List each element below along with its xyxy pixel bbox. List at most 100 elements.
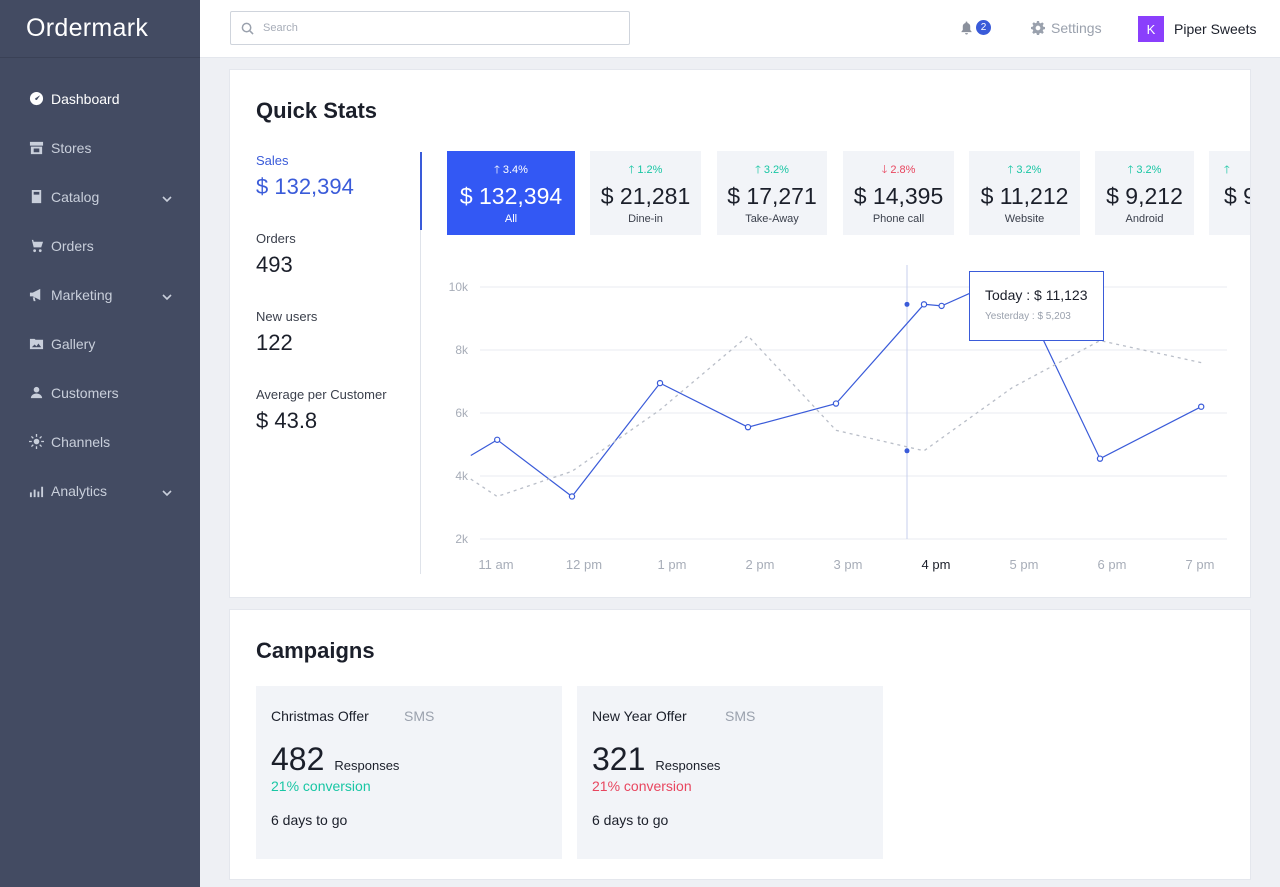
chevron-down-icon: [162, 289, 172, 301]
arrow-up-icon: 🡑: [1224, 164, 1230, 176]
sidebar-item-catalog[interactable]: Catalog: [0, 172, 200, 221]
change-indicator: 🡑 3.2%: [1007, 164, 1042, 176]
y-tick-label: 6k: [455, 406, 469, 420]
responses-count: 321: [592, 741, 646, 777]
sidebar-item-orders[interactable]: Orders: [0, 221, 200, 270]
channel-amount: $ 9,212: [1106, 183, 1183, 209]
sidebar-item-analytics[interactable]: Analytics: [0, 466, 200, 515]
stat-new-users[interactable]: New users 122: [256, 309, 317, 356]
campaign-name: New Year Offer: [592, 708, 687, 724]
quick-stats-title: Quick Stats: [256, 98, 378, 123]
sidebar-item-customers[interactable]: Customers: [0, 368, 200, 417]
sidebar-item-label: Dashboard: [51, 90, 120, 107]
x-tick-label: 2 pm: [746, 557, 775, 572]
campaign-days-left: 6 days to go: [592, 812, 669, 828]
stat-value: $ 132,394: [256, 174, 354, 199]
quick-stats-panel: Quick Stats Sales $ 132,394 Orders 493 N…: [229, 69, 1251, 598]
campaigns-panel: Campaigns Christmas Offer SMS 482 Respon…: [229, 609, 1251, 880]
stat-sales[interactable]: Sales $ 132,394: [256, 153, 354, 200]
channel-name: Take-Away: [745, 213, 799, 225]
channel-card-take-away[interactable]: 🡑 3.2% $ 17,271 Take-Away: [717, 151, 827, 235]
catalog-icon: [28, 189, 44, 205]
arrow-up-icon: 🡑: [628, 164, 638, 176]
chevron-down-icon: [162, 485, 172, 497]
data-point: [656, 379, 664, 387]
channel-card-android[interactable]: 🡑 3.2% $ 9,212 Android: [1095, 151, 1194, 235]
series-line-yesterday: [470, 334, 1202, 498]
data-point: [1198, 403, 1205, 410]
channel-amount: $ 17,271: [727, 183, 817, 209]
channel-amount: $ 9: [1224, 183, 1250, 209]
channel-card-dine-in[interactable]: 🡑 1.2% $ 21,281 Dine-in: [590, 151, 701, 235]
change-indicator: 🡓 2.8%: [881, 164, 916, 176]
data-point: [744, 423, 752, 431]
channel-card-all[interactable]: 🡑 3.4% $ 132,394 All: [447, 151, 575, 235]
customers-icon: [28, 385, 44, 401]
sidebar-item-marketing[interactable]: Marketing: [0, 270, 200, 319]
stat-label: Orders: [256, 231, 296, 246]
sidebar-item-label: Customers: [51, 384, 119, 401]
y-tick-label: 10k: [449, 280, 469, 294]
notifications-button[interactable]: 2: [960, 20, 991, 35]
chart-tooltip: Today : $ 11,123 Yesterday : $ 5,203: [969, 271, 1104, 341]
change-indicator: 🡑 3.2%: [1127, 164, 1162, 176]
arrow-up-icon: 🡑: [755, 164, 764, 176]
x-tick-label: 12 pm: [566, 557, 602, 572]
stat-value: 493: [256, 252, 293, 277]
channel-card-phone-call[interactable]: 🡓 2.8% $ 14,395 Phone call: [843, 151, 954, 235]
x-tick-label: 7 pm: [1186, 557, 1215, 572]
sidebar-item-channels[interactable]: Channels: [0, 417, 200, 466]
stats-divider: [420, 152, 421, 574]
x-tick-label: 3 pm: [834, 557, 863, 572]
store-icon: [28, 140, 44, 156]
channel-amount: $ 11,212: [980, 183, 1069, 209]
channel-amount: $ 14,395: [853, 183, 944, 209]
channel-card-website[interactable]: 🡑 3.2% $ 11,212 Website: [969, 151, 1080, 235]
settings-button[interactable]: Settings: [1031, 20, 1102, 36]
campaign-header: Christmas Offer SMS: [271, 708, 547, 724]
sidebar-item-label: Gallery: [51, 335, 96, 352]
y-tick-label: 4k: [455, 469, 469, 483]
arrow-down-icon: 🡓: [881, 164, 891, 176]
channel-name: Website: [1004, 213, 1045, 225]
x-tick-label: 1 pm: [658, 557, 687, 572]
arrow-up-icon: 🡑: [494, 164, 503, 176]
highlight-point-today: [904, 301, 910, 307]
campaign-responses: 482 Responses: [271, 741, 547, 778]
channel-card-partial[interactable]: 🡑 $ 9: [1209, 151, 1250, 235]
sidebar-nav: Dashboard Stores Catalog Orders Marketin…: [0, 58, 200, 515]
change-indicator: 🡑 3.4%: [494, 164, 528, 176]
campaign-responses: 321 Responses: [592, 741, 868, 778]
campaign-card-new-year-offer[interactable]: New Year Offer SMS 321 Responses 21% con…: [577, 686, 883, 859]
stat-average-per-customer[interactable]: Average per Customer $ 43.8: [256, 387, 387, 434]
highlight-point-yesterday: [904, 448, 910, 454]
arrow-up-icon: 🡑: [1007, 164, 1017, 176]
campaign-type: SMS: [404, 708, 435, 724]
sidebar-item-stores[interactable]: Stores: [0, 123, 200, 172]
sidebar: Ordermark Dashboard Stores Catalog Order…: [0, 0, 200, 887]
logo[interactable]: Ordermark: [0, 0, 200, 58]
gear-icon: [1031, 21, 1045, 35]
stat-value: 122: [256, 330, 293, 355]
campaign-header: New Year Offer SMS: [592, 708, 868, 724]
sidebar-item-label: Orders: [51, 237, 94, 254]
sidebar-item-gallery[interactable]: Gallery: [0, 319, 200, 368]
search-input[interactable]: [263, 22, 603, 34]
change-indicator: 🡑 3.2%: [755, 164, 789, 176]
sidebar-item-label: Stores: [51, 139, 92, 156]
campaigns-title: Campaigns: [256, 638, 375, 663]
campaign-card-christmas-offer[interactable]: Christmas Offer SMS 482 Responses 21% co…: [256, 686, 562, 859]
active-stat-indicator: [420, 152, 422, 230]
search-box[interactable]: [230, 11, 630, 45]
sidebar-item-dashboard[interactable]: Dashboard: [0, 74, 200, 123]
avatar: K: [1138, 16, 1164, 42]
x-tick-label: 5 pm: [1010, 557, 1039, 572]
channel-name: Dine-in: [628, 213, 663, 225]
settings-label: Settings: [1051, 20, 1102, 36]
responses-label: Responses: [655, 758, 721, 773]
stat-value: $ 43.8: [256, 408, 318, 433]
user-menu[interactable]: K Piper Sweets: [1138, 16, 1256, 42]
campaign-conversion: 21% conversion: [592, 778, 692, 794]
stat-label: New users: [256, 309, 318, 324]
stat-orders[interactable]: Orders 493: [256, 231, 296, 278]
